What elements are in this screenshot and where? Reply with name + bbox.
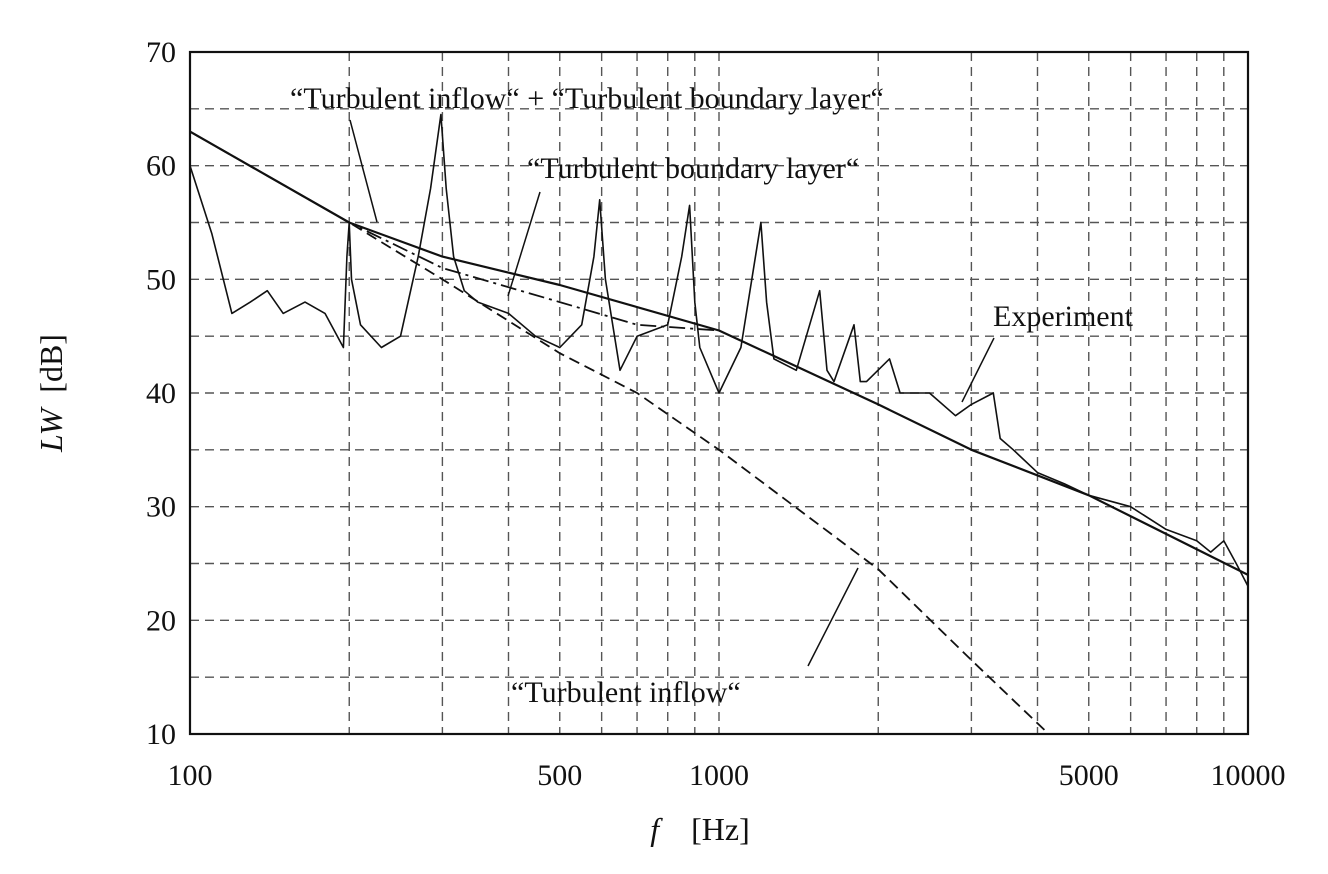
tick-label-layer: 100 500 1000 5000 10000 10 20 30 40 50 60 70 [146,36,1286,792]
x-axis-symbol: f [650,811,663,847]
x-tick-label: 5000 [1059,759,1119,792]
x-tick-label: 100 [168,759,213,792]
y-axis-title: LW [dB] [33,334,69,453]
annotation-combined: “Turbulent inflow“ + “Turbulent boundary… [290,82,884,115]
x-tick-label: 10000 [1211,759,1286,792]
series-layer [189,113,1249,735]
y-axis-symbol: LW [33,405,69,453]
series-inflow-curve [189,130,1050,735]
series-combined-curve [189,130,1249,576]
y-tick-label: 50 [146,263,176,296]
y-tick-label: 70 [146,36,176,69]
annotation-experiment: Experiment [993,300,1134,333]
leader-combined [349,119,378,223]
annotation-inflow: “Turbulent inflow“ [511,676,741,709]
annotation-boundary-layer: “Turbulent boundary layer“ [527,152,859,185]
x-tick-label: 500 [537,759,582,792]
grid-layer [190,52,1248,734]
series-experiment-curve [189,113,1249,587]
y-axis-unit: [dB] [33,334,69,393]
y-tick-label: 30 [146,491,176,524]
y-tick-label: 40 [146,377,176,410]
x-axis-title: f [Hz] [650,811,750,847]
plot-frame [188,50,1250,736]
leader-experiment [961,337,995,403]
leader-boundary-layer [507,191,541,297]
x-tick-label: 1000 [689,759,749,792]
y-tick-label: 60 [146,150,176,183]
leader-inflow [807,567,859,667]
x-axis-unit: [Hz] [691,811,750,847]
y-tick-label: 20 [146,604,176,637]
y-tick-label: 10 [146,718,176,751]
series-boundary-layer-curve [189,130,720,332]
